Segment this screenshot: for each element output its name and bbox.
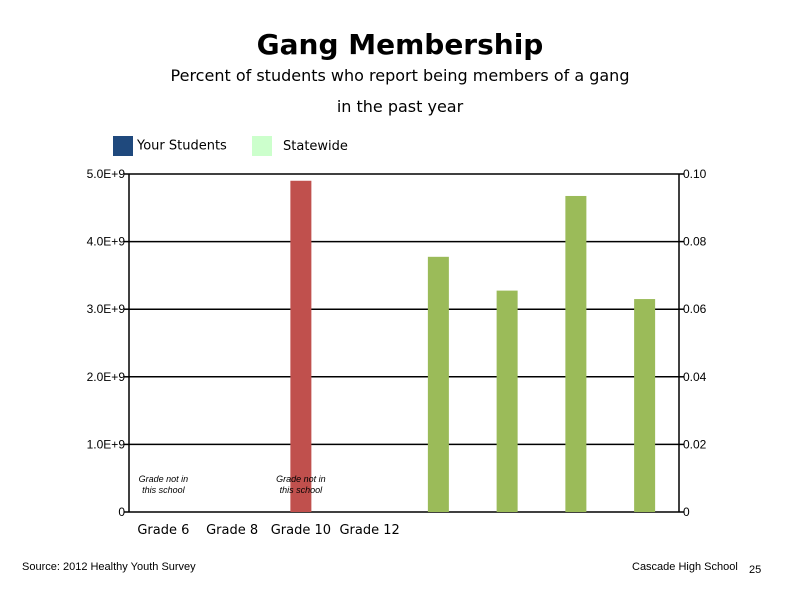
legend-item-statewide: Statewide (252, 136, 348, 156)
bar-right-axis (634, 299, 656, 512)
right-tick-label: 0.08 (683, 235, 707, 249)
annotation-grade-not-in-school: Grade not in (276, 474, 326, 484)
legend-swatch-your-students (113, 136, 133, 156)
legend-item-your-students: Your Students (113, 136, 227, 156)
legend-label-your-students: Your Students (137, 138, 227, 154)
left-tick-label: 3.0E+9 (87, 302, 126, 316)
chart-title: Gang Membership (256, 28, 544, 61)
category-label: Grade 10 (271, 523, 331, 538)
legend-swatch-statewide (252, 136, 272, 156)
bar-right-axis (496, 290, 518, 512)
school-name: Cascade High School (632, 561, 738, 573)
category-label: Grade 6 (137, 523, 189, 538)
left-tick-label: 1.0E+9 (87, 437, 126, 451)
annotation-grade-not-in-school: Grade not in (139, 474, 189, 484)
bar-right-axis (427, 256, 449, 512)
left-tick-label: 0 (118, 505, 125, 519)
left-tick-label: 5.0E+9 (87, 167, 126, 181)
left-tick-label: 2.0E+9 (87, 370, 126, 384)
right-tick-label: 0.10 (683, 167, 707, 181)
annotation-grade-not-in-school: this school (280, 485, 324, 495)
category-label: Grade 8 (206, 523, 258, 538)
page-number: 25 (749, 564, 762, 576)
left-tick-label: 4.0E+9 (87, 235, 126, 249)
right-tick-label: 0.06 (683, 302, 707, 316)
right-tick-label: 0.02 (683, 437, 707, 451)
legend-label-statewide: Statewide (283, 138, 348, 154)
source-note: Source: 2012 Healthy Youth Survey (22, 561, 196, 573)
chart-subtitle-line2: in the past year (336, 97, 464, 116)
right-tick-label: 0 (683, 505, 690, 519)
bar-right-axis (565, 195, 587, 512)
bar-left-axis (290, 180, 312, 512)
right-tick-label: 0.04 (683, 370, 707, 384)
chart-subtitle-line1: Percent of students who report being mem… (170, 66, 630, 85)
category-label: Grade 12 (339, 523, 399, 538)
annotation-grade-not-in-school: this school (142, 485, 186, 495)
